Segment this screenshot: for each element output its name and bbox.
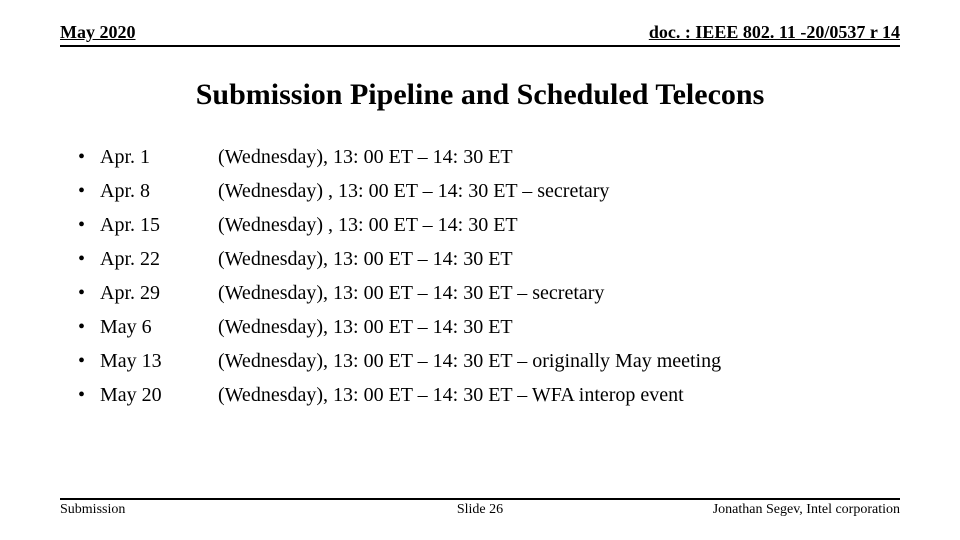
bullet-icon: • (78, 140, 100, 174)
footer-left: Submission (60, 502, 125, 518)
schedule-desc: (Wednesday) , 13: 00 ET – 14: 30 ET (218, 208, 900, 242)
slide-page: May 2020 doc. : IEEE 802. 11 -20/0537 r … (0, 0, 960, 540)
bullet-icon: • (78, 242, 100, 276)
schedule-desc: (Wednesday), 13: 00 ET – 14: 30 ET – WFA… (218, 378, 900, 412)
schedule-date: May 20 (100, 378, 218, 412)
schedule-desc: (Wednesday), 13: 00 ET – 14: 30 ET (218, 242, 900, 276)
schedule-row: •Apr. 1(Wednesday), 13: 00 ET – 14: 30 E… (78, 140, 900, 174)
slide-footer: Submission Slide 26 Jonathan Segev, Inte… (60, 498, 900, 518)
schedule-date: May 13 (100, 344, 218, 378)
schedule-row: •Apr. 22(Wednesday), 13: 00 ET – 14: 30 … (78, 242, 900, 276)
bullet-icon: • (78, 276, 100, 310)
schedule-date: Apr. 1 (100, 140, 218, 174)
header-docid: doc. : IEEE 802. 11 -20/0537 r 14 (649, 22, 900, 43)
schedule-row: •May 6(Wednesday), 13: 00 ET – 14: 30 ET (78, 310, 900, 344)
schedule-row: •May 20(Wednesday), 13: 00 ET – 14: 30 E… (78, 378, 900, 412)
schedule-date: May 6 (100, 310, 218, 344)
schedule-row: •May 13(Wednesday), 13: 00 ET – 14: 30 E… (78, 344, 900, 378)
bullet-icon: • (78, 208, 100, 242)
slide-title: Submission Pipeline and Scheduled Teleco… (0, 78, 960, 112)
schedule-desc: (Wednesday) , 13: 00 ET – 14: 30 ET – se… (218, 174, 900, 208)
schedule-desc: (Wednesday), 13: 00 ET – 14: 30 ET – sec… (218, 276, 900, 310)
schedule-date: Apr. 29 (100, 276, 218, 310)
bullet-icon: • (78, 174, 100, 208)
schedule-desc: (Wednesday), 13: 00 ET – 14: 30 ET (218, 310, 900, 344)
schedule-desc: (Wednesday), 13: 00 ET – 14: 30 ET (218, 140, 900, 174)
bullet-icon: • (78, 344, 100, 378)
bullet-icon: • (78, 310, 100, 344)
schedule-date: Apr. 8 (100, 174, 218, 208)
schedule-date: Apr. 15 (100, 208, 218, 242)
schedule-row: •Apr. 8(Wednesday) , 13: 00 ET – 14: 30 … (78, 174, 900, 208)
schedule-desc: (Wednesday), 13: 00 ET – 14: 30 ET – ori… (218, 344, 900, 378)
schedule-row: •Apr. 29(Wednesday), 13: 00 ET – 14: 30 … (78, 276, 900, 310)
schedule-list: •Apr. 1(Wednesday), 13: 00 ET – 14: 30 E… (78, 140, 900, 412)
schedule-date: Apr. 22 (100, 242, 218, 276)
footer-author: Jonathan Segev, Intel corporation (713, 502, 900, 518)
header-date: May 2020 (60, 22, 136, 43)
bullet-icon: • (78, 378, 100, 412)
schedule-row: •Apr. 15(Wednesday) , 13: 00 ET – 14: 30… (78, 208, 900, 242)
slide-header: May 2020 doc. : IEEE 802. 11 -20/0537 r … (60, 22, 900, 47)
